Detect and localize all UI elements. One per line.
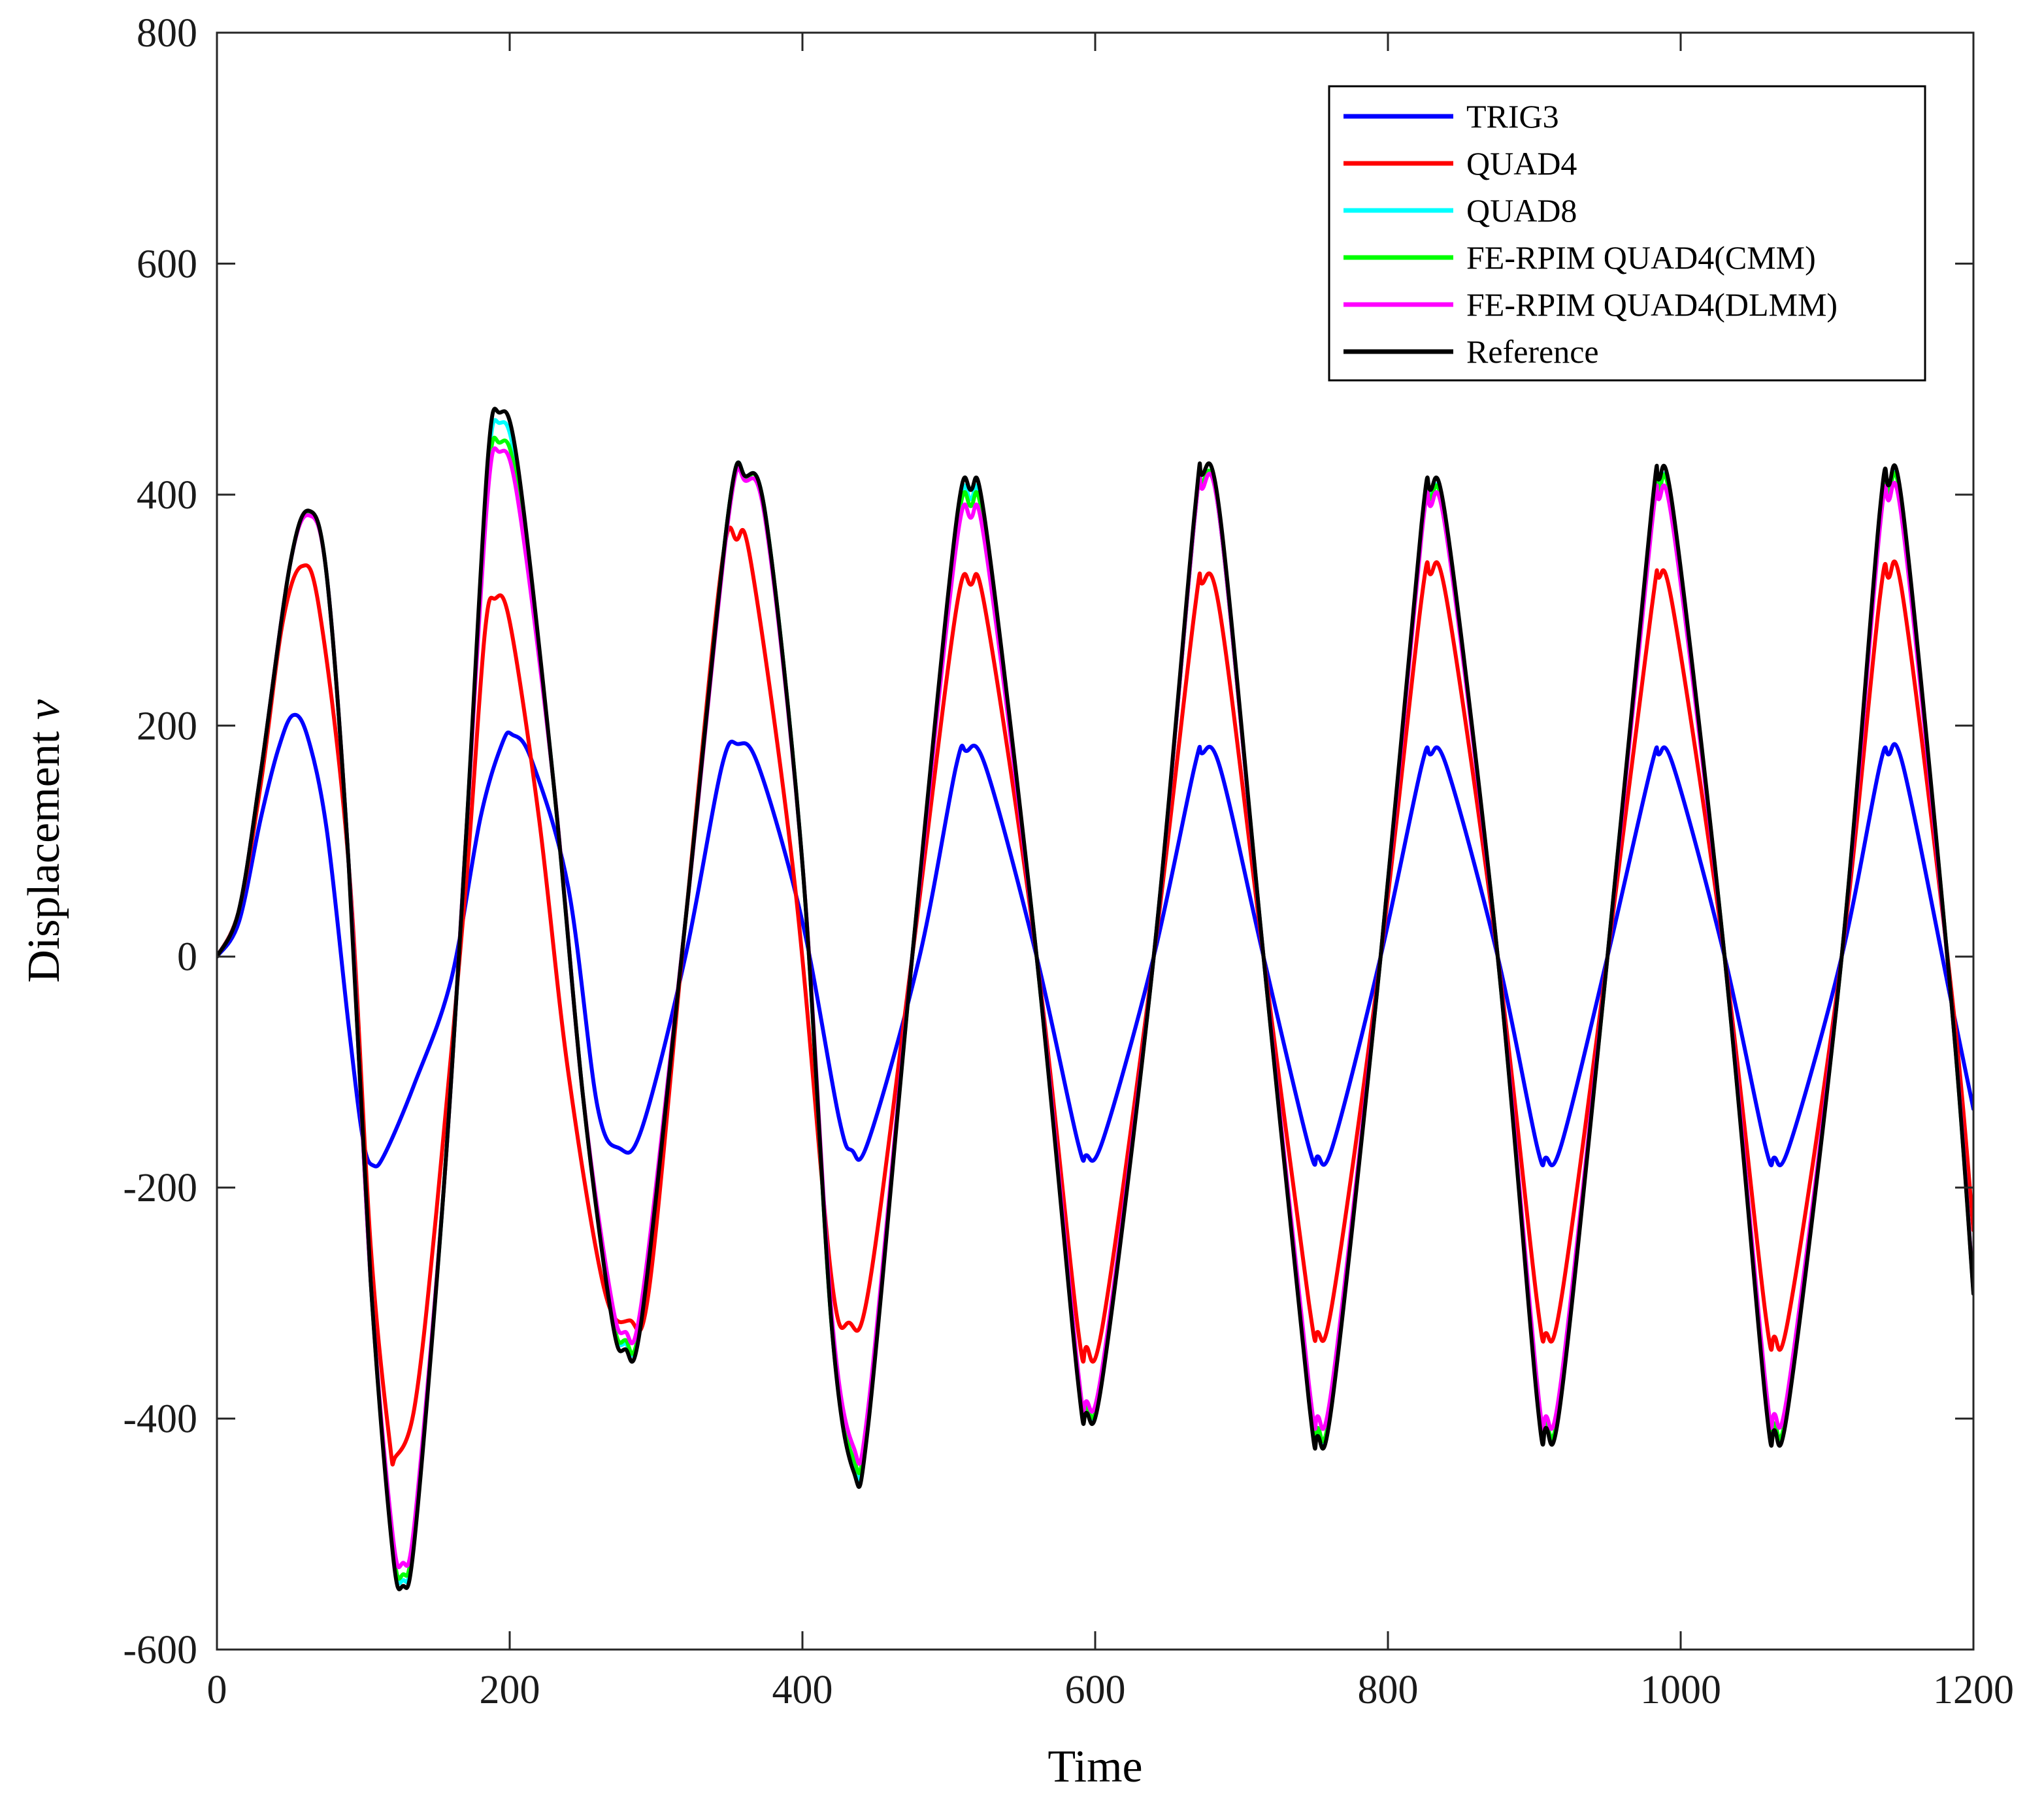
y-tick-label: 600: [137, 242, 197, 286]
x-axis-title: Time: [1047, 1742, 1142, 1792]
x-tick-label: 1200: [1933, 1668, 2014, 1712]
series-line-reference: [217, 407, 1973, 1591]
tick-labels: 0 200 400 600 800 1000 1200 -600 -400 -200 0 200 400…: [123, 11, 2014, 1712]
legend-label-quad8: QUAD8: [1466, 192, 1577, 229]
series-line-quad4: [217, 525, 1973, 1467]
y-tick-label: 200: [137, 704, 197, 748]
x-tick-label: 400: [772, 1668, 833, 1712]
legend: TRIG3 QUAD4 QUAD8 FE-RPIM QUAD4(CMM) FE-RPIM…: [1328, 85, 1926, 382]
x-tick-label: 800: [1358, 1668, 1419, 1712]
y-tick-label: -600: [123, 1628, 197, 1672]
x-tick-label: 200: [480, 1668, 540, 1712]
legend-entries: TRIG3 QUAD4 QUAD8 FE-RPIM QUAD4(CMM) FE-RPIM…: [1343, 98, 1838, 370]
y-tick-label: -400: [123, 1397, 197, 1442]
y-tick-label: 0: [177, 935, 197, 980]
x-tick-label: 1000: [1640, 1668, 1721, 1712]
legend-label-quad4: QUAD4: [1466, 145, 1577, 182]
legend-label-fe-rpim-quad4-cmm: FE-RPIM QUAD4(CMM): [1466, 239, 1816, 276]
legend-box: [1328, 85, 1926, 382]
legend-label-fe-rpim-quad4-dlmm: FE-RPIM QUAD4(DLMM): [1466, 286, 1838, 323]
y-axis-title-text: Displacement: [19, 720, 69, 982]
y-tick-label: 800: [137, 11, 197, 56]
y-axis-title: Displacement v: [19, 699, 69, 982]
y-tick-label: 400: [137, 473, 197, 518]
axes-layer: [216, 31, 1975, 1651]
legend-label-reference: Reference: [1466, 333, 1599, 370]
legend-label-trig3: TRIG3: [1466, 98, 1559, 135]
y-axis-title-variable: v: [19, 699, 69, 720]
y-tick-label: -200: [123, 1166, 197, 1210]
x-tick-label: 600: [1065, 1668, 1126, 1712]
x-tick-label: 0: [207, 1668, 227, 1712]
series-layer: [217, 407, 1973, 1591]
